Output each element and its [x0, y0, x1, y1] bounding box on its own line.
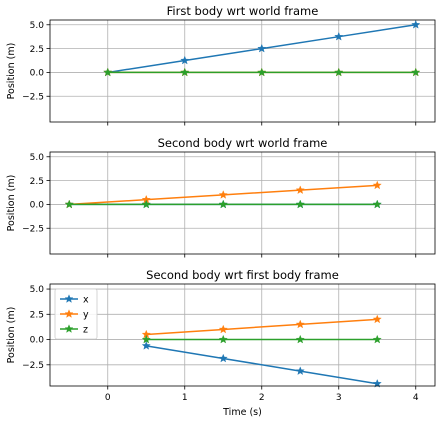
x-tick-label: 3 [336, 393, 342, 403]
chart-title: First body wrt world frame [167, 4, 319, 18]
y-tick-label: 0.0 [30, 69, 45, 79]
y-tick-label: 5.0 [30, 21, 45, 31]
data-point-x [257, 43, 267, 53]
y-tick-label: 0.0 [30, 336, 45, 346]
y-tick-label: 0.0 [30, 201, 45, 211]
data-point-x [334, 31, 344, 41]
legend-entry-y: y [83, 310, 89, 321]
legend-marker-y [64, 309, 74, 318]
chart-panel-3: 5.0 2.5 0.0 −2.5 0 1 2 3 4 Second body wrt first … [6, 268, 436, 418]
chart-title: Second body wrt world frame [158, 136, 328, 150]
data-point-z [295, 334, 305, 344]
x-tick-label: 2 [259, 393, 265, 403]
y-tick-label: 2.5 [30, 310, 44, 320]
legend-entry-z: z [83, 325, 88, 336]
data-point-x [372, 378, 382, 388]
axes-frame [49, 151, 436, 255]
chart-legend: xyz [54, 288, 98, 340]
x-tick-label: 0 [105, 393, 111, 403]
data-point-y [218, 190, 228, 199]
legend-entry-x: x [83, 295, 89, 306]
chart-panel-1: 5.0 2.5 0.0 −2.5 First body wrt world frame P… [6, 4, 436, 126]
y-axis-label: Position (m) [6, 43, 17, 100]
data-point-z [64, 199, 74, 209]
y-tick-label: 2.5 [30, 177, 44, 187]
x-tick-label: 1 [182, 393, 188, 403]
data-point-z [257, 67, 267, 77]
data-point-z [218, 334, 228, 344]
series-line-y [146, 318, 378, 336]
y-axis-label: Position (m) [6, 175, 17, 232]
data-point-z [334, 67, 344, 77]
data-point-z [180, 67, 190, 77]
legend-marker-z [64, 324, 74, 333]
data-point-z [411, 67, 421, 77]
data-point-z [295, 199, 305, 209]
axes-frame [49, 283, 436, 387]
chart-panel-2: 5.0 2.5 0.0 −2.5 Second body wrt world frame… [6, 136, 436, 258]
data-point-z [141, 199, 151, 209]
data-point-z [141, 334, 151, 344]
data-point-x [411, 20, 421, 29]
data-point-z [218, 199, 228, 209]
data-point-x [295, 366, 305, 375]
data-point-x [180, 55, 190, 65]
y-axis-label: Position (m) [6, 307, 17, 364]
data-point-y [295, 319, 305, 329]
data-point-y [295, 185, 305, 194]
data-point-x [218, 353, 228, 363]
data-point-y [218, 324, 228, 334]
x-axis-label: Time (s) [222, 407, 262, 418]
y-tick-label: −2.5 [22, 361, 44, 371]
legend-marker-x [64, 294, 74, 303]
data-point-y [372, 314, 382, 324]
series-line-x [146, 345, 378, 385]
y-tick-label: −2.5 [22, 92, 44, 102]
y-tick-label: −2.5 [22, 224, 44, 234]
data-point-y [372, 180, 382, 190]
y-tick-label: 5.0 [30, 285, 45, 295]
x-tick-label: 4 [413, 393, 419, 403]
axes-frame [49, 19, 436, 123]
data-point-z [372, 334, 382, 344]
chart-title: Second body wrt first body frame [146, 268, 339, 282]
data-point-x [141, 341, 151, 350]
y-tick-label: 5.0 [30, 153, 45, 163]
y-tick-label: 2.5 [30, 45, 44, 55]
data-point-z [372, 199, 382, 209]
data-point-z [103, 67, 113, 77]
